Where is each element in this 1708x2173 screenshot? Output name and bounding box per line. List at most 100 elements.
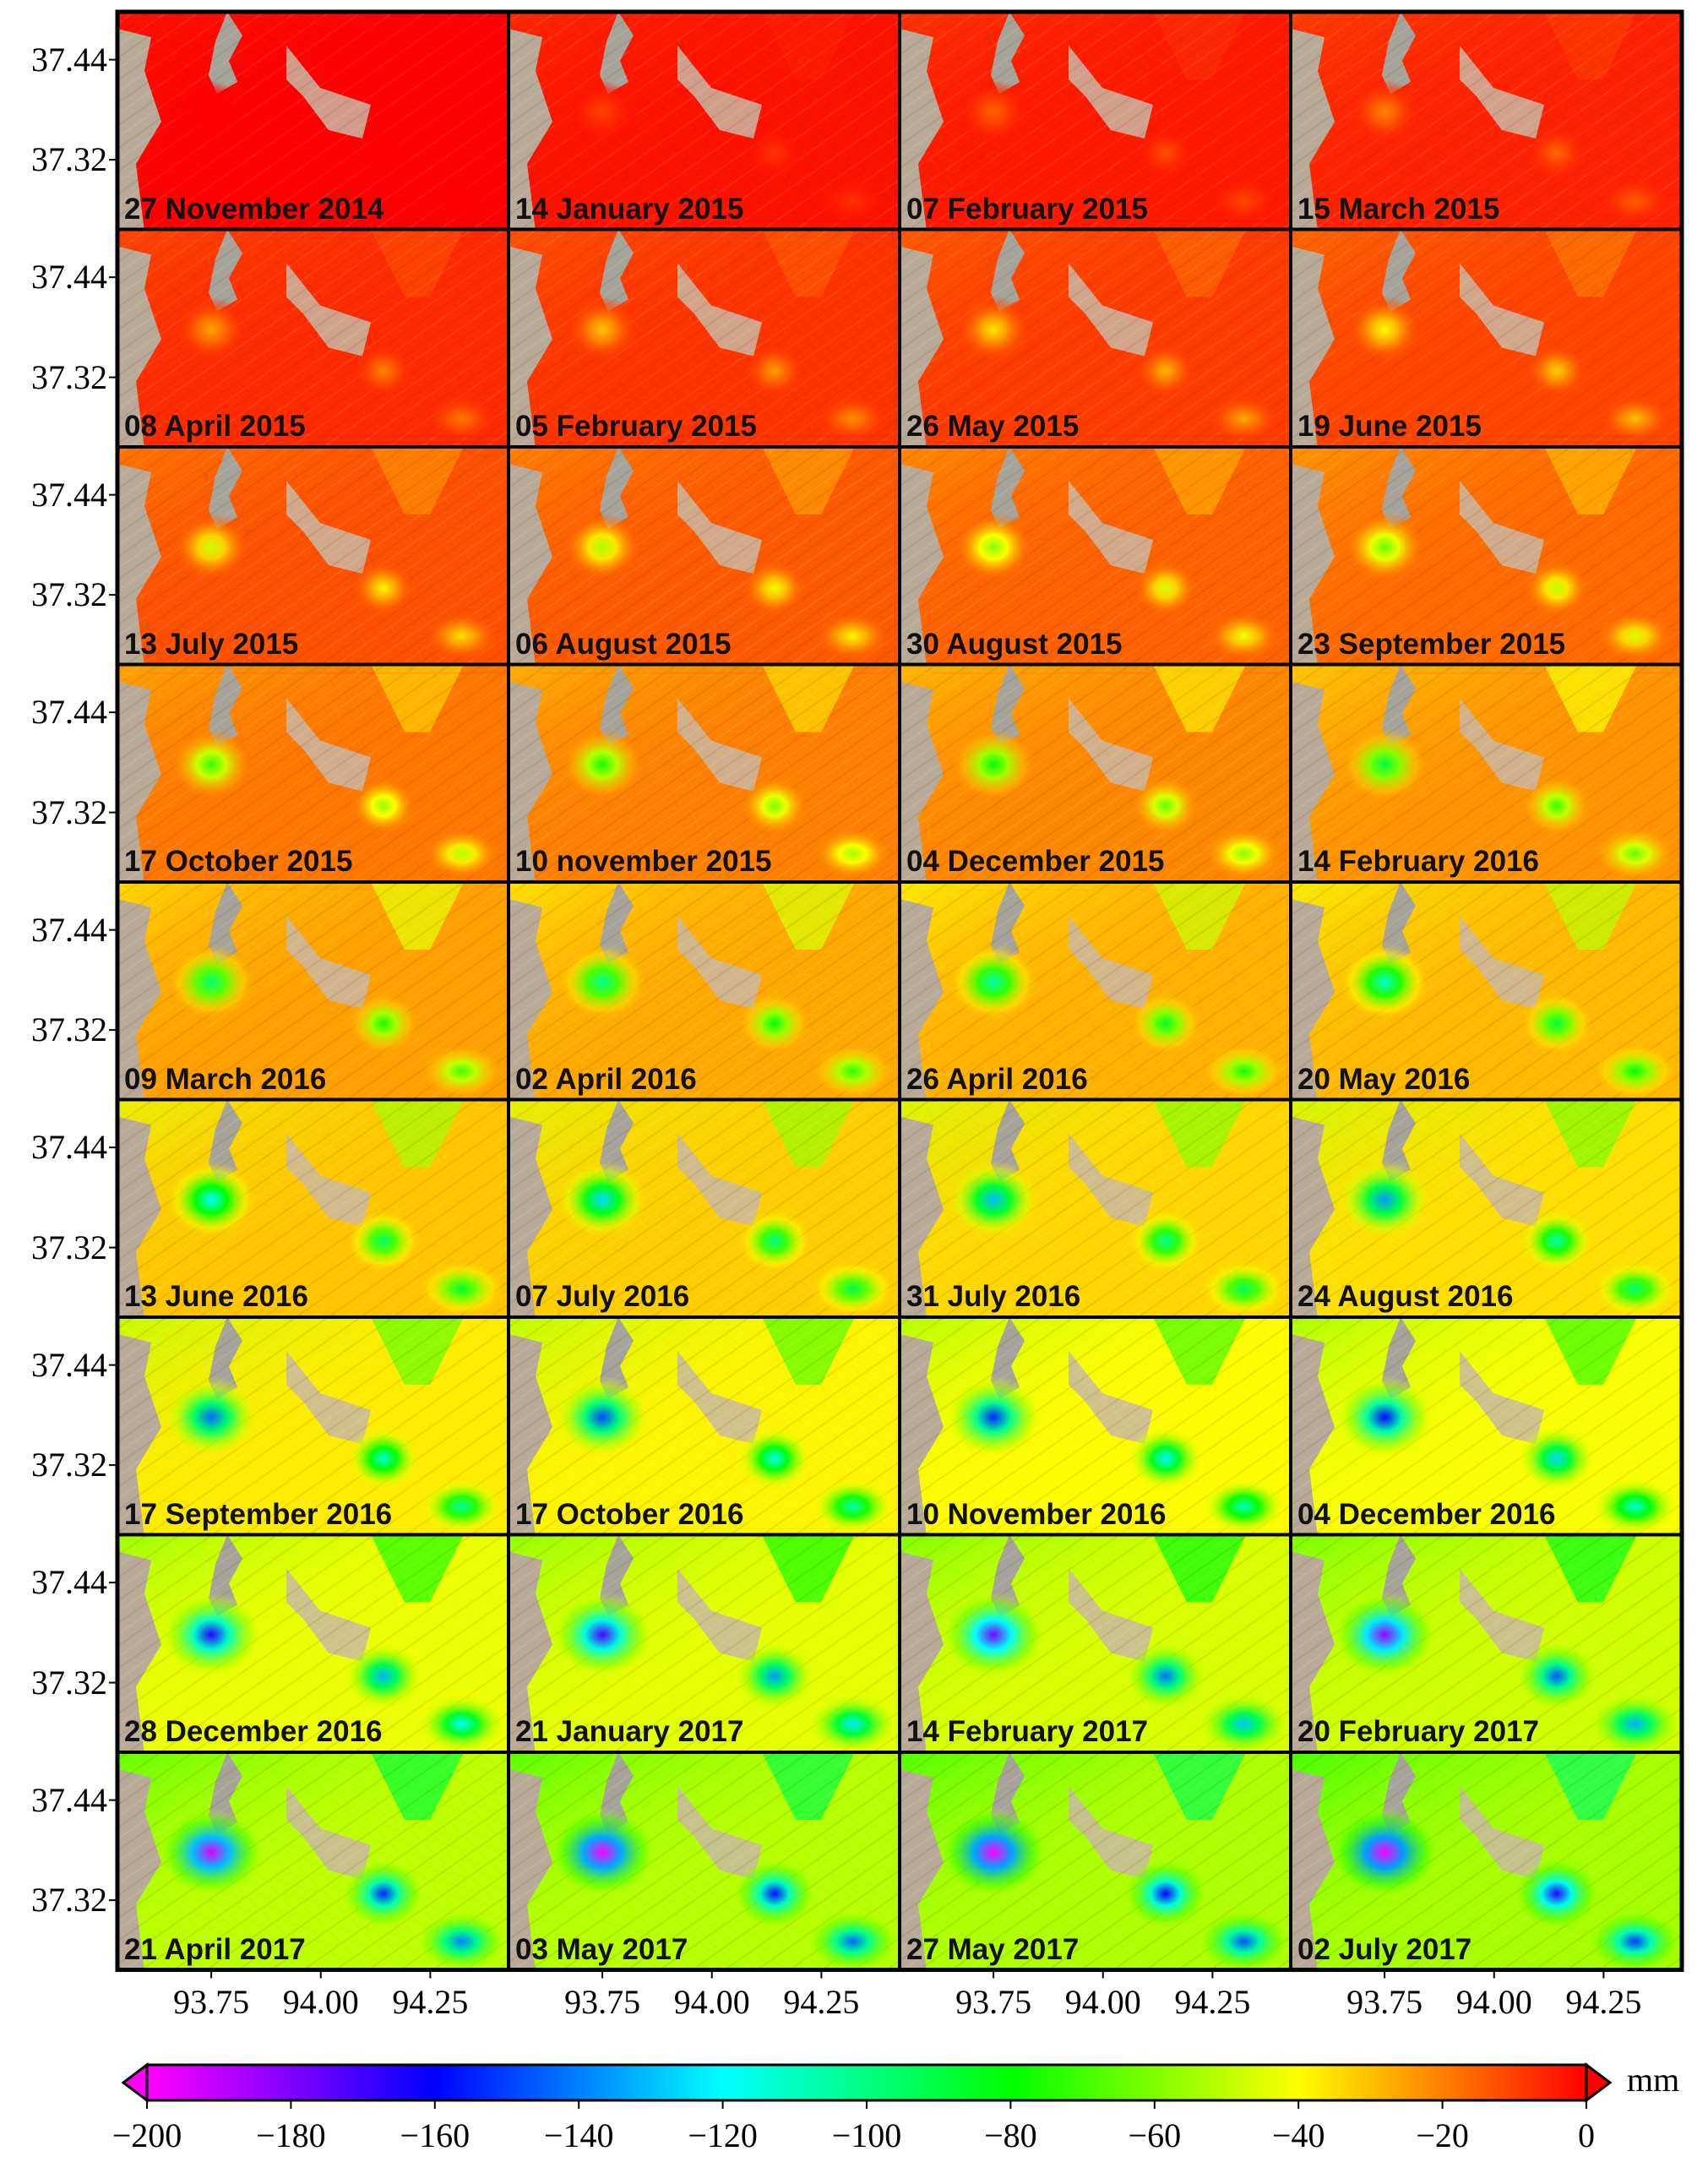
subsidence-bowl — [165, 1160, 258, 1239]
panel-date-label: 08 April 2015 — [124, 410, 306, 443]
panel-date-label: 20 May 2016 — [1297, 1062, 1471, 1096]
subsidence-bowl — [1204, 827, 1284, 880]
subsidence-bowl — [738, 993, 810, 1054]
subsidence-bowl — [743, 344, 805, 398]
panel-date-label: 05 February 2015 — [515, 410, 758, 443]
subsidence-bowl — [170, 728, 253, 801]
subsidence-bowl — [1519, 1209, 1595, 1273]
colorbar-tick-label: −100 — [831, 2116, 902, 2154]
subsidence-bowl — [427, 178, 497, 224]
map-panel — [898, 10, 1292, 231]
panel-date-label: 06 August 2015 — [515, 627, 732, 661]
panel-date-label: 10 November 2016 — [906, 1497, 1167, 1531]
map-panel — [1289, 880, 1684, 1102]
panel-date-label: 21 January 2017 — [515, 1715, 744, 1748]
subsidence-bowl — [732, 1858, 817, 1929]
colorbar-tick-label: −120 — [688, 2116, 758, 2154]
map-panel — [1289, 1315, 1684, 1537]
subsidence-bowl — [1343, 511, 1426, 583]
map-panel — [898, 880, 1292, 1102]
y-tick-label: 37.32 — [31, 1446, 107, 1484]
subsidence-bowl — [1339, 943, 1430, 1021]
y-tick-label: 37.44 — [31, 40, 107, 79]
subsidence-bowl — [1336, 1159, 1433, 1240]
panel-date-label: 04 December 2016 — [1297, 1497, 1556, 1531]
map-panel — [507, 1533, 901, 1754]
subsidence-bowl — [741, 776, 808, 836]
y-tick-label: 37.32 — [31, 1010, 107, 1049]
y-tick-label: 37.44 — [31, 475, 107, 514]
x-tick-label: 94.00 — [1455, 1982, 1532, 2021]
x-tick-label: 94.00 — [282, 1982, 359, 2021]
subsidence-bowl — [810, 1261, 895, 1317]
panel-date-label: 14 February 2017 — [906, 1715, 1149, 1748]
x-tick-label: 94.25 — [1174, 1982, 1251, 2021]
subsidence-bowl — [953, 512, 1034, 582]
map-panel — [898, 227, 1292, 449]
map-panel — [507, 1315, 901, 1537]
subsidence-bowl — [944, 1375, 1043, 1459]
subsidence-bowl — [1526, 127, 1586, 180]
subsidence-bowl — [814, 611, 891, 662]
map-panel — [1289, 445, 1684, 667]
subsidence-bowl — [1332, 1591, 1438, 1679]
subsidence-bowl — [1202, 1044, 1285, 1099]
subsidence-bowl — [351, 560, 416, 617]
subsidence-bowl — [1123, 1858, 1209, 1930]
subsidence-bowl — [1517, 1425, 1596, 1492]
subsidence-bowl — [809, 1478, 896, 1535]
colorbar-min-arrow — [121, 2062, 149, 2103]
subsidence-bowl — [560, 728, 645, 801]
subsidence-bowl — [343, 1642, 424, 1710]
x-tick-label: 93.75 — [1346, 1982, 1423, 2021]
subsidence-bowl — [174, 297, 248, 362]
subsidence-bowl — [350, 776, 417, 836]
subsidence-bowl — [955, 296, 1032, 363]
subsidence-bowl — [938, 1807, 1048, 1898]
panel-date-label: 23 September 2015 — [1297, 627, 1566, 661]
map-panel — [898, 1315, 1292, 1537]
y-tick-label: 37.44 — [31, 1780, 107, 1819]
colorbar-max-arrow — [1585, 2062, 1613, 2103]
y-tick-label: 37.32 — [31, 1228, 107, 1266]
panel-date-label: 13 June 2016 — [124, 1280, 308, 1313]
subsidence-bowl — [806, 1910, 900, 1970]
subsidence-bowl — [734, 1642, 815, 1710]
subsidence-bowl — [551, 1592, 654, 1678]
subsidence-bowl — [1198, 1694, 1290, 1752]
subsidence-bowl — [1341, 727, 1428, 802]
subsidence-bowl — [1514, 1858, 1600, 1930]
subsidence-bowl — [555, 1160, 650, 1239]
map-panel — [507, 10, 901, 231]
subsidence-bowl — [1589, 1693, 1681, 1752]
panel-date-label: 17 October 2016 — [515, 1497, 744, 1531]
y-tick-label: 37.44 — [31, 258, 107, 297]
map-panel — [507, 227, 901, 449]
y-tick-label: 37.32 — [31, 575, 107, 614]
subsidence-bowl — [1526, 343, 1588, 399]
colorbar — [145, 2063, 1588, 2102]
panel-date-label: 07 February 2015 — [906, 192, 1149, 226]
x-tick-label: 94.25 — [1565, 1982, 1642, 2021]
map-panel — [116, 1533, 510, 1754]
panel-date-label: 14 February 2016 — [1297, 845, 1540, 878]
subsidence-bowl — [1595, 827, 1675, 880]
subsidence-bowl — [1134, 343, 1197, 399]
subsidence-bowl — [1587, 1910, 1682, 1970]
subsidence-bowl — [348, 993, 419, 1054]
colorbar-tick-label: −60 — [1128, 2116, 1182, 2154]
subsidence-bowl — [1133, 559, 1199, 617]
subsidence-bowl — [817, 177, 888, 225]
colorbar-tick-label: −200 — [112, 2116, 182, 2154]
x-tick-label: 93.75 — [564, 1982, 641, 2021]
panel-date-label: 13 July 2015 — [124, 627, 299, 661]
map-panel — [507, 445, 901, 667]
subsidence-bowl — [946, 1159, 1041, 1240]
panel-date-label: 02 April 2016 — [515, 1062, 697, 1096]
map-panel — [898, 1097, 1292, 1319]
subsidence-bowl — [1591, 1261, 1678, 1317]
subsidence-bowl — [736, 1425, 813, 1491]
subsidence-bowl — [1124, 1642, 1207, 1711]
